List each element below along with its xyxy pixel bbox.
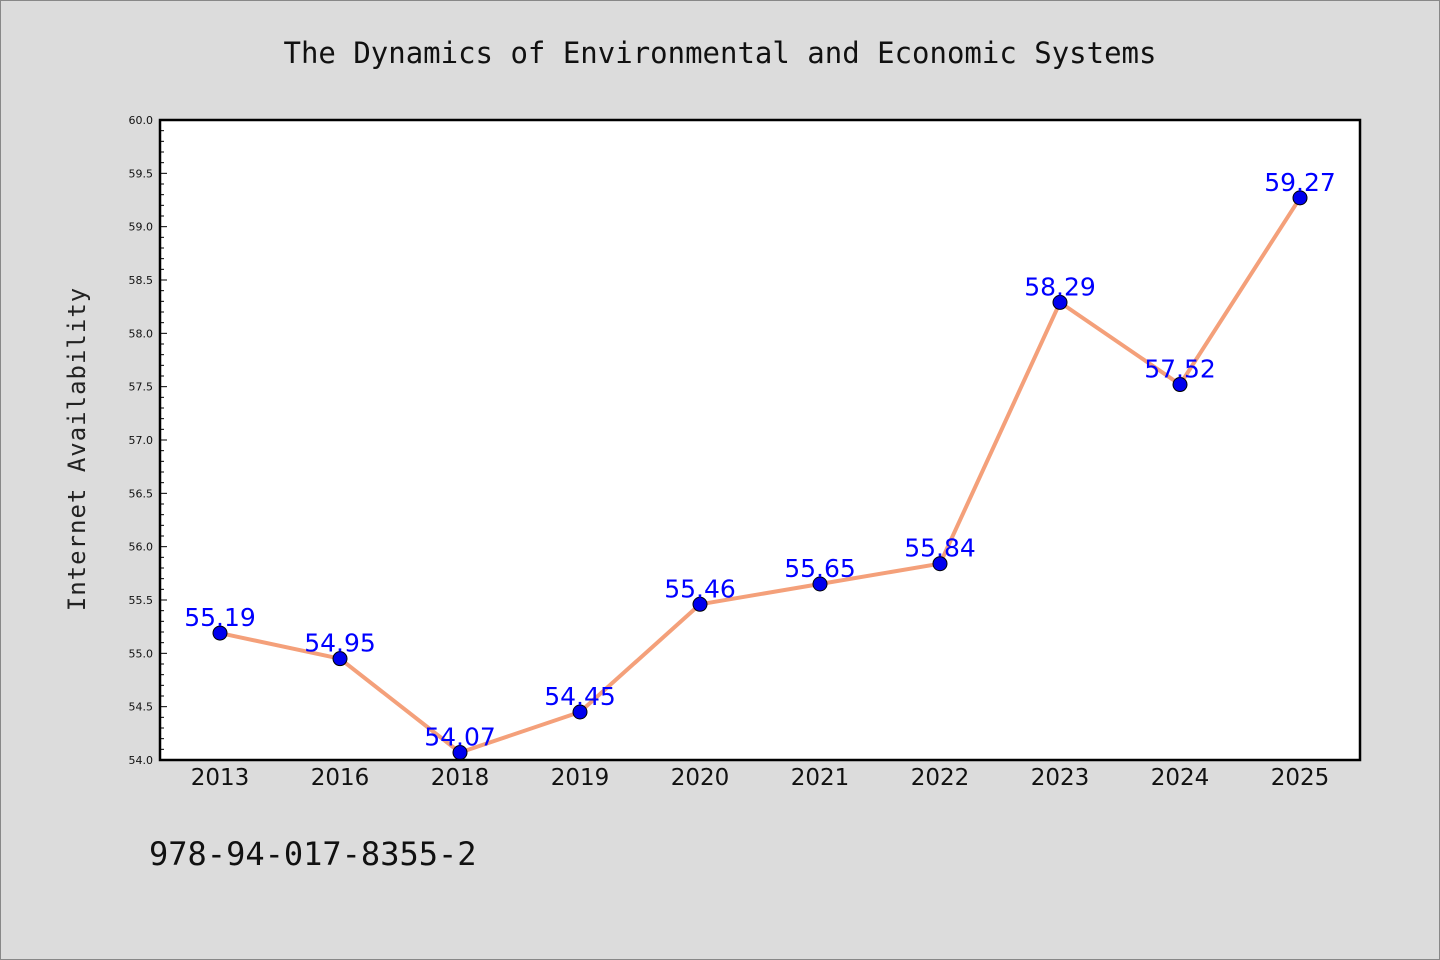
data-label: 59.27: [1264, 168, 1336, 197]
data-point: [1172, 377, 1188, 393]
data-label: 55.65: [784, 554, 856, 583]
data-point: [212, 625, 228, 641]
x-tick-label: 2023: [1031, 765, 1090, 791]
data-point: [812, 576, 828, 592]
data-label: 55.19: [184, 603, 256, 632]
chart-title: The Dynamics of Environmental and Econom…: [284, 36, 1157, 70]
y-tick-label: 59.0: [129, 221, 154, 234]
y-tick-label: 57.0: [129, 434, 154, 447]
data-label: 54.07: [424, 723, 496, 752]
y-tick-label: 55.5: [129, 594, 154, 607]
series-line: [218, 195, 1302, 755]
x-tick-label: 2018: [431, 765, 490, 791]
x-tick-label: 2025: [1271, 765, 1330, 791]
x-tick-label: 2013: [191, 765, 250, 791]
data-label: 54.95: [304, 629, 376, 658]
series-group: [212, 190, 1308, 761]
data-label: 55.84: [904, 534, 976, 563]
y-tick-label: 56.5: [129, 487, 154, 500]
data-label: 58.29: [1024, 272, 1096, 301]
x-tick-label: 2019: [551, 765, 610, 791]
data-point: [692, 596, 708, 612]
data-label: 55.46: [664, 574, 736, 603]
x-tick-label: 2024: [1151, 765, 1210, 791]
x-axis: 2013 2016 2018 2019 2020 2021 2022 2023 2024 2025: [191, 765, 1330, 791]
data-label: 57.52: [1144, 355, 1216, 384]
x-tick-label: 2021: [791, 765, 850, 791]
data-point: [1292, 190, 1308, 206]
y-tick-label: 54.5: [129, 701, 154, 714]
data-point: [932, 556, 948, 572]
y-axis: 54.0 54.5 55.0 55.5 56.0 56.5 57.0 57.5 58.0 58.5…: [129, 114, 167, 767]
y-tick-label: 59.5: [129, 167, 154, 180]
data-label: 54.45: [544, 682, 616, 711]
y-tick-label: 58.5: [129, 274, 154, 287]
footer-isbn: 978-94-017-8355-2: [149, 835, 477, 873]
data-point: [1052, 294, 1068, 310]
y-tick-label: 56.0: [129, 541, 154, 554]
y-tick-label: 55.0: [129, 647, 154, 660]
y-tick-label: 58.0: [129, 327, 154, 340]
x-tick-label: 2016: [311, 765, 370, 791]
plot-area: [160, 120, 1360, 760]
y-tick-label: 54.0: [129, 754, 154, 767]
data-point: [572, 704, 588, 720]
y-tick-label: 60.0: [129, 114, 154, 127]
data-labels: 55.19 54.95 54.07 54.45 55.46 55.65 55.84 58.29…: [184, 168, 1336, 752]
x-tick-label: 2020: [671, 765, 730, 791]
y-axis-label: Internet Availability: [63, 287, 91, 611]
data-point: [332, 651, 348, 667]
x-tick-label: 2022: [911, 765, 970, 791]
plot-border: [158, 118, 1362, 762]
y-tick-label: 57.5: [129, 381, 154, 394]
